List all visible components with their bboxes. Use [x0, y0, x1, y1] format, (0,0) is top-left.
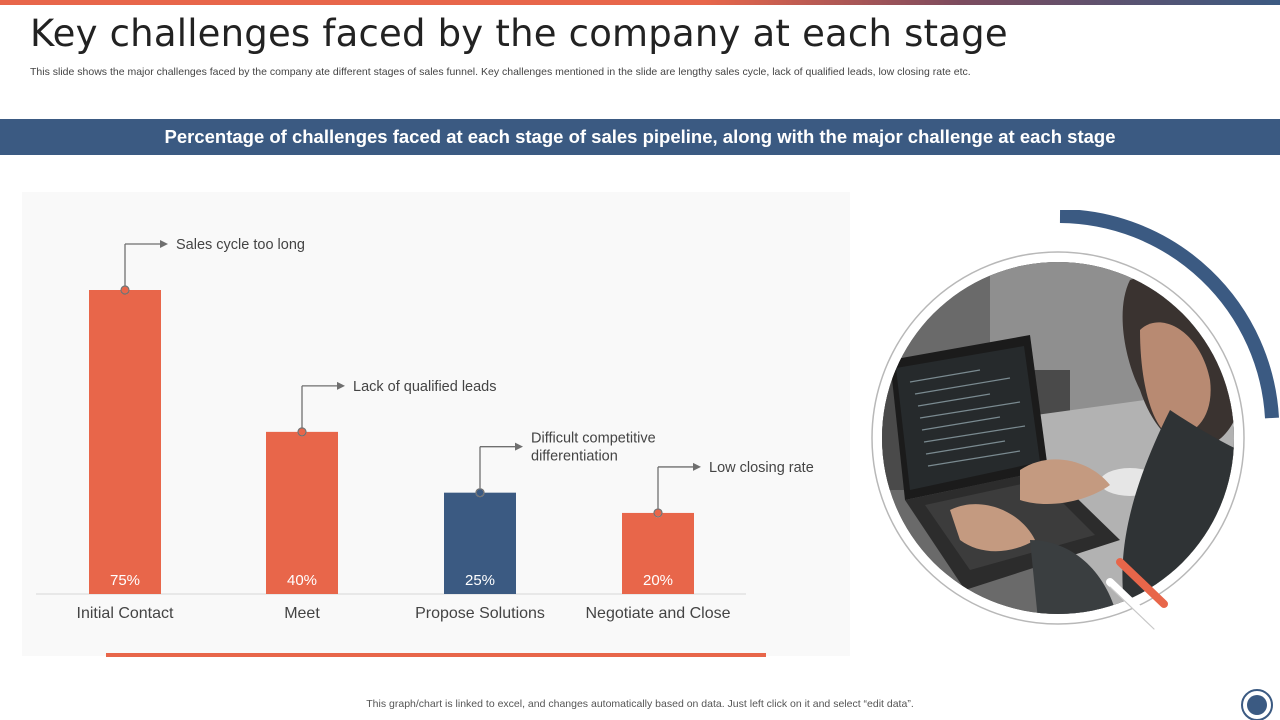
- category-label: Meet: [284, 605, 320, 622]
- top-accent-bar: [0, 0, 1280, 5]
- blue-arc-decoration: [1059, 209, 1279, 419]
- bar-value-label: 25%: [465, 572, 495, 589]
- bar-value-label: 40%: [287, 572, 317, 589]
- bar-chart[interactable]: 75% Initial Contact Sales cycle too long 40…: [22, 192, 850, 656]
- callout-anchor-ring: [120, 285, 130, 295]
- chart-banner: Percentage of challenges faced at each s…: [0, 119, 1280, 155]
- category-label: Propose Solutions: [415, 605, 545, 622]
- callout-arrowhead: [160, 240, 168, 248]
- annotation-label: Sales cycle too long: [176, 237, 305, 253]
- chart-underline: [106, 653, 766, 657]
- white-stripe-decoration: [1106, 578, 1158, 628]
- footer-note: This graph/chart is linked to excel, and…: [366, 698, 914, 710]
- accent-stripe-decoration: [1116, 558, 1168, 608]
- bar-value-label: 20%: [643, 572, 673, 589]
- annotation-label: Lack of qualified leads: [353, 379, 497, 395]
- bar-meet[interactable]: [266, 431, 338, 594]
- person-at-laptop-photo: [882, 262, 1234, 614]
- bar-negotiate-and-close[interactable]: [622, 512, 694, 594]
- chart-panel[interactable]: 75% Initial Contact Sales cycle too long 40…: [22, 192, 850, 656]
- bar-initial-contact[interactable]: [89, 290, 161, 594]
- callout-anchor-ring: [297, 427, 307, 437]
- callout-arrowhead: [515, 442, 523, 451]
- bar-value-label: 75%: [110, 572, 140, 589]
- category-label: Initial Contact: [77, 605, 174, 622]
- slide-title: Key challenges faced by the company at e…: [30, 12, 1008, 55]
- callout-anchor-ring: [475, 488, 485, 498]
- callout-arrowhead: [337, 381, 345, 390]
- photo-decoration: [870, 209, 1280, 640]
- nav-button-dot: [1247, 695, 1267, 715]
- callout-anchor-ring: [653, 508, 663, 518]
- annotation-label: differentiation: [531, 449, 618, 465]
- annotation-label: Difficult competitive: [531, 431, 656, 447]
- slide-nav-button[interactable]: [1241, 689, 1273, 720]
- callout-arrowhead: [693, 462, 701, 471]
- annotation-label: Low closing rate: [709, 460, 814, 476]
- slide-subtitle: This slide shows the major challenges fa…: [30, 66, 971, 78]
- photo-ring: [871, 251, 1245, 625]
- bar-propose-solutions[interactable]: [444, 492, 516, 594]
- category-label: Negotiate and Close: [586, 605, 731, 622]
